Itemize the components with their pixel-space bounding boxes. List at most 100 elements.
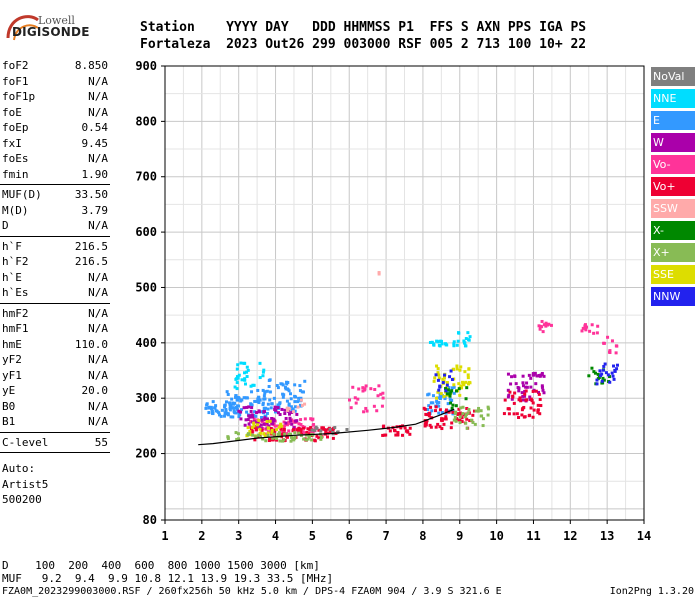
echo-point [583,323,587,327]
param-value: 33.50 [74,188,108,201]
echo-point [462,339,466,343]
echo-point [436,340,440,344]
echo-point [369,387,373,391]
echo-point [266,407,270,411]
echo-point [464,412,468,416]
echo-point [452,340,456,344]
echo-point [396,431,400,435]
echo-point [284,421,288,425]
echo-point [480,414,484,418]
echo-point [285,423,289,427]
param-name: fmin [2,167,29,181]
echo-point [451,367,455,371]
echo-point [223,411,227,415]
echo-point [542,374,546,378]
echo-point [540,319,544,323]
echo-point [258,398,262,402]
echo-point [459,365,463,369]
echo-point [541,330,545,334]
x-tick-label: 9 [456,529,463,543]
echo-point [435,401,439,405]
echo-point [266,431,270,435]
echo-point [598,374,602,378]
echo-point [226,392,230,396]
echo-point [448,392,452,396]
echo-point [301,390,305,394]
echo-point [486,413,490,417]
echo-point [243,423,247,427]
logo-swirl-icon [6,15,39,41]
file-info: FZA0M_2023299003000.RSF / 260fx256h 50 k… [2,586,502,597]
echo-point [302,437,306,441]
echo-point [320,435,324,439]
param-row: yF1 N/A [0,368,110,384]
echo-point [437,411,441,415]
echo-point [465,417,469,421]
echo-point [243,377,247,381]
legend-item: SSW [651,199,695,218]
echo-point [331,430,335,434]
echo-point [464,421,468,425]
echo-point [272,396,276,400]
echo-point [461,405,465,409]
echo-point [214,404,218,408]
param-row: h`F 216.5 [0,239,110,255]
echo-point [277,431,281,435]
echo-point [542,391,546,395]
echo-point [291,410,295,414]
echo-point [295,428,299,432]
echo-point [468,335,472,339]
echo-point [254,428,258,432]
echo-point [518,396,522,400]
echo-point [263,417,267,421]
echo-point [464,397,468,401]
echo-point [481,417,485,421]
echo-point [237,373,241,377]
echo-point [601,376,605,380]
autoscaling-line: 500200 [2,493,42,506]
echo-point [269,427,273,431]
echo-point [319,437,323,441]
echo-point [272,432,276,436]
echo-point [273,405,277,409]
echo-point [252,421,256,425]
echo-point [522,415,526,419]
echo-point [273,407,277,411]
param-row: foEs N/A [0,151,110,167]
echo-point [335,430,339,434]
echo-point [234,395,238,399]
echo-point [257,433,261,437]
echo-point [403,426,407,430]
echo-point [226,435,230,439]
echo-point [289,419,293,423]
echo-point [256,388,260,392]
echo-point [225,390,229,394]
legend-item: X+ [651,243,695,262]
echo-point [294,405,298,409]
param-value: 216.5 [74,255,108,268]
echo-point [258,361,262,365]
echo-point [447,410,451,414]
echo-point [270,402,274,406]
echo-point [427,414,431,418]
echo-point [506,395,510,399]
echo-point [467,408,471,412]
echo-point [440,417,444,421]
echo-point [290,410,294,414]
echo-point [224,400,228,404]
echo-point [297,396,301,400]
param-row: B0 N/A [0,399,110,415]
param-value: N/A [88,270,108,284]
echo-point [595,331,599,335]
param-value: N/A [88,152,108,165]
echo-point [299,423,303,427]
echo-point [263,416,267,420]
echo-point [307,435,311,439]
echo-point [455,367,459,371]
echo-point [593,371,597,375]
echo-point [379,392,383,396]
echo-point [288,416,292,420]
echo-point [244,382,248,386]
echo-point [466,382,470,386]
y-tick-label: 800 [135,114,157,128]
